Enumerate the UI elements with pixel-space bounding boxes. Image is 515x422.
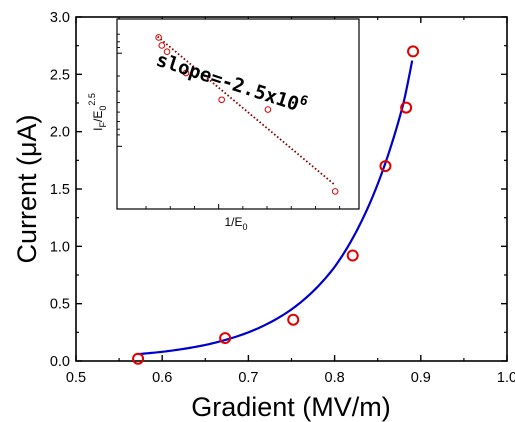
- inset-data-point: [163, 48, 171, 56]
- inset-ticks: [117, 33, 341, 209]
- x-tick-label: 0.8: [325, 370, 345, 386]
- x-tick-label: 0.6: [152, 370, 172, 386]
- inset-x-axis-title: 1/E0: [224, 215, 247, 232]
- fit-curve: [137, 60, 414, 356]
- y-tick-label: 1.0: [50, 239, 70, 255]
- inset-data-point: [331, 188, 339, 195]
- x-tick-label: 0.9: [411, 370, 431, 386]
- inset-y-title-sub: F: [98, 122, 108, 128]
- inset-y-title-main: I: [91, 128, 105, 131]
- data-point: [287, 313, 300, 326]
- inset-y-axis-title: IF/E02.5: [87, 93, 108, 131]
- x-axis-title: Gradient (MV/m): [191, 392, 391, 422]
- data-point: [346, 249, 359, 262]
- inset-x-title-main: 1/E: [224, 215, 242, 229]
- inset-y-title-mid: /E: [91, 111, 105, 122]
- main-plot: 0.5 0.6 0.7 0.8 0.9 1.00.00.51.01.52.02.53.0 …: [12, 10, 515, 422]
- data-point: [407, 45, 420, 58]
- y-tick-label: 2.0: [50, 125, 70, 141]
- x-tick-label: 0.7: [238, 370, 258, 386]
- data-points: [132, 45, 420, 365]
- y-axis-title: Current (μA): [12, 114, 42, 263]
- inset-y-title-sub2: 0: [98, 106, 108, 111]
- inset-y-title-sup: 2.5: [87, 93, 97, 106]
- data-point: [132, 352, 145, 365]
- inset-data-points: [155, 34, 339, 195]
- x-tick-label: 0.5: [66, 370, 86, 386]
- inset-data-point: [158, 42, 166, 49]
- data-point: [219, 332, 232, 345]
- inset-data-point: [155, 34, 162, 41]
- y-tick-label: 0.5: [50, 297, 70, 313]
- y-tick-label: 3.0: [50, 10, 70, 26]
- inset-x-title-sub: 0: [243, 222, 248, 232]
- y-tick-label: 2.5: [50, 67, 70, 83]
- inset-plot-frame: [116, 18, 360, 210]
- inset-fit-line: [157, 35, 336, 186]
- main-tick-labels: 0.5 0.6 0.7 0.8 0.9 1.00.00.51.01.52.02.53.0: [50, 10, 515, 386]
- inset-data-point: [182, 69, 190, 77]
- y-tick-label: 1.5: [50, 182, 70, 198]
- data-point: [379, 160, 392, 173]
- y-tick-label: 0.0: [50, 354, 70, 370]
- inset-data-point: [264, 106, 272, 113]
- inset-plot: slope=-2.5x106 1/E0 IF/E02.5: [87, 18, 360, 232]
- x-tick-label: 1.0: [497, 370, 515, 386]
- data-point: [400, 101, 413, 114]
- inset-data-point: [218, 96, 225, 104]
